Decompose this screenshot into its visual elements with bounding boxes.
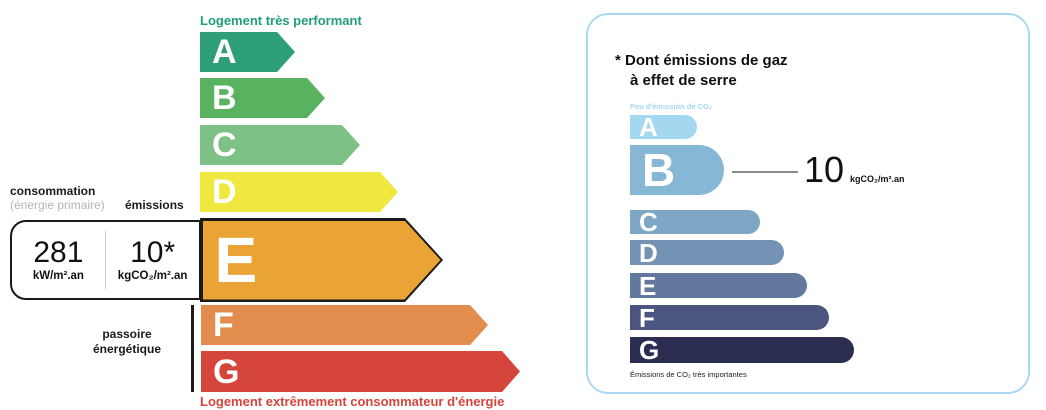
co2-class-letter-f: F: [639, 302, 655, 333]
co2-class-letter-c: C: [639, 207, 658, 237]
energy-class-arrow-e-fill: E: [203, 221, 441, 300]
top-scale-title: Logement très performant: [200, 13, 362, 28]
co2-class-bar-a: A: [630, 112, 697, 142]
primary-energy-sublabel: (énergie primaire): [10, 198, 105, 212]
consumption-label: consommation: [10, 184, 96, 198]
energy-class-arrow-e-selected: E: [200, 218, 443, 302]
energy-class-arrow-a: A: [200, 32, 295, 72]
co2-scale-bottom-label: Émissions de CO₂ très importantes: [630, 370, 747, 379]
value-box-divider: [104, 231, 107, 289]
energy-value: 281: [33, 235, 84, 269]
energy-sieve-label-line1: passoire: [102, 327, 152, 341]
co2-class-bar-g: G: [630, 337, 854, 363]
co2-panel-title-line1: * Dont émissions de gaz: [615, 52, 788, 69]
energy-class-letter-c: C: [212, 126, 237, 164]
co2-class-bar-c: C: [630, 207, 760, 237]
co2-value-connector-line: [732, 171, 798, 173]
emissions-label: émissions: [125, 198, 184, 212]
energy-class-arrow-b: B: [200, 78, 325, 118]
energy-class-letter-g: G: [213, 352, 240, 391]
energy-class-arrow-d: D: [200, 172, 398, 212]
co2-value-group: 10 kgCO₂/m².an: [804, 152, 905, 188]
energy-class-letter-a: A: [212, 33, 237, 71]
co2-panel-title-line2: à effet de serre: [630, 72, 737, 89]
energy-unit: kW/m².an: [32, 269, 84, 282]
co2-class-bar-e: E: [630, 270, 807, 301]
energy-class-letter-f: F: [213, 306, 234, 344]
co2-class-bar-f: F: [630, 302, 829, 333]
co2-value: 10*: [130, 235, 176, 269]
co2-class-letter-g: G: [639, 335, 660, 365]
co2-class-bar-b-selected: B: [630, 145, 724, 195]
energy-class-arrow-g: G: [201, 351, 520, 392]
co2-class-letter-d: D: [639, 237, 658, 268]
energy-class-letter-b: B: [212, 79, 237, 117]
co2-panel: * Dont émissions de gaz à effet de serre…: [586, 13, 1030, 394]
co2-scale-top-label: Peu d'émission de CO₂: [630, 102, 713, 111]
energy-sieve-label-line2: énergétique: [92, 342, 161, 356]
co2-panel-title: * Dont émissions de gaz à effet de serre: [615, 51, 788, 91]
co2-unit: kgCO₂/m².an: [117, 269, 188, 282]
co2-panel-value: 10: [804, 149, 845, 190]
energy-class-letter-d: D: [212, 173, 237, 211]
co2-class-letter-e: E: [639, 270, 657, 301]
value-box: 281 kW/m².an 10* kgCO₂/m².an: [10, 220, 201, 300]
energy-sieve-bracket-line: [191, 305, 194, 392]
co2-class-letter-a: A: [639, 112, 658, 142]
bottom-scale-title: Logement extrêmement consommateur d'éner…: [200, 394, 505, 409]
co2-value-cell: 10* kgCO₂/m².an: [106, 222, 199, 298]
co2-class-bar-d: D: [630, 237, 784, 268]
energy-sieve-label: passoire énergétique: [68, 327, 186, 357]
energy-class-arrow-f: F: [201, 305, 488, 345]
co2-panel-value-unit: kgCO₂/m².an: [850, 174, 905, 184]
co2-class-letter-b: B: [642, 144, 676, 196]
energy-class-letter-e: E: [214, 224, 258, 296]
energy-class-arrow-c: C: [200, 125, 360, 165]
energy-value-cell: 281 kW/m².an: [12, 222, 105, 298]
